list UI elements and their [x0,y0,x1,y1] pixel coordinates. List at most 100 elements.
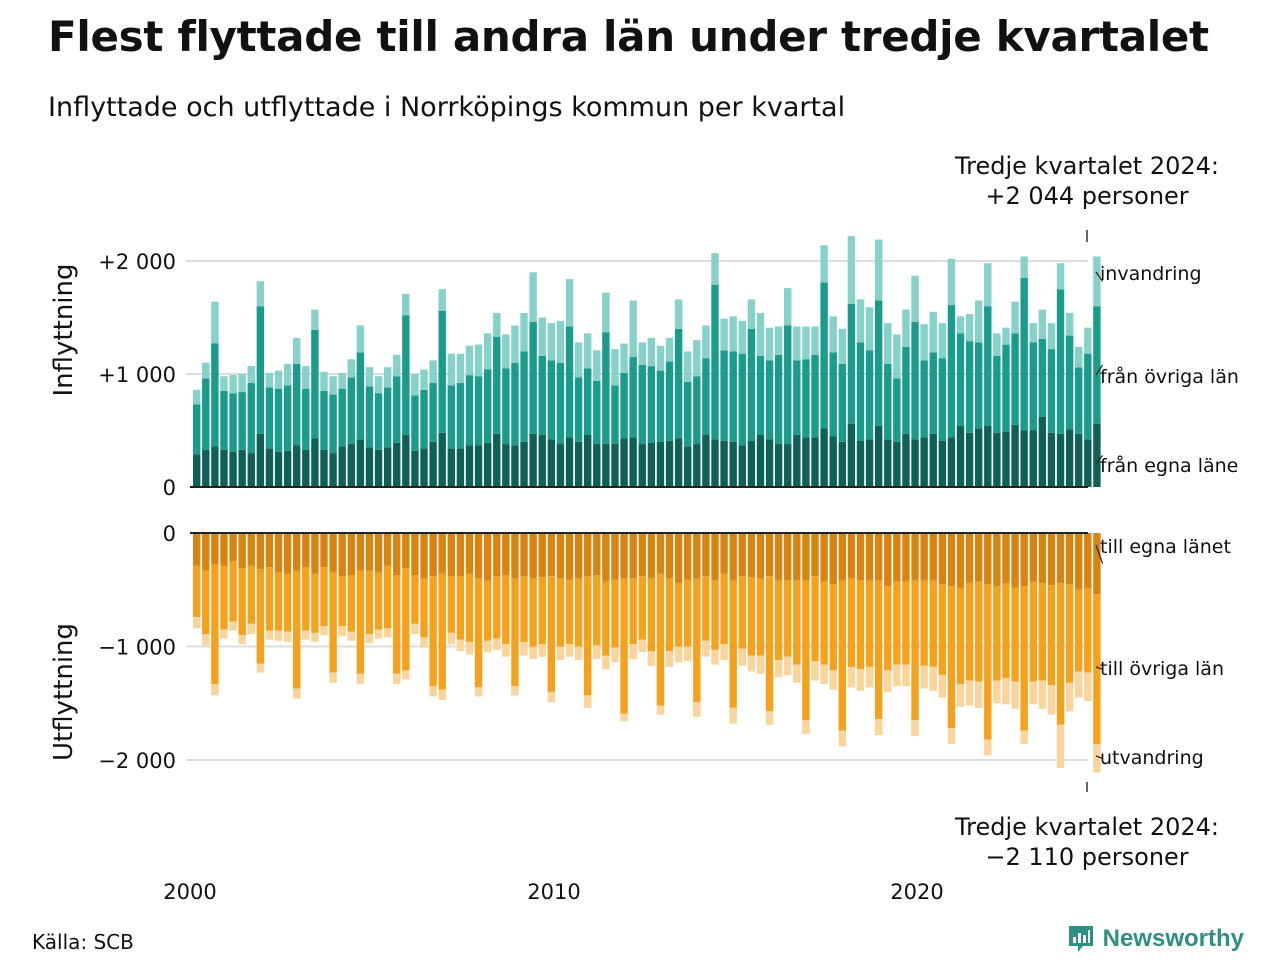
bar-out-segment [665,578,674,652]
bar-in-segment [1075,433,1083,487]
bar-in-segment [629,300,637,358]
brand-logo: Newsworthy [1067,924,1244,954]
bar-out-segment [1011,587,1019,682]
bar-in-segment [356,325,365,353]
bar-out-segment [584,576,592,696]
bar-in-segment [674,438,683,487]
bar-out-segment [756,533,765,579]
bar-in-segment [965,341,974,433]
bar-in-segment [429,441,437,487]
bar-out-segment [311,533,319,574]
bar-out-segment [638,576,646,640]
bar-in-segment [256,433,265,487]
bar-out-segment [447,632,455,645]
bar-in-segment [520,441,528,487]
bar-out-segment [483,580,492,641]
bar-out-segment [884,586,892,671]
bar-in-segment [1084,327,1092,354]
bar-in-segment [856,299,865,343]
bar-in-segment [811,437,819,487]
bar-out-segment [411,575,419,624]
bar-out-segment [756,578,765,656]
bar-out-segment [847,666,856,688]
bar-out-segment [1002,533,1010,583]
bar-in-segment [429,383,437,442]
bar-in-segment [956,316,965,334]
bar-in-segment [638,364,646,445]
bar-out-segment [238,635,246,645]
bar-in-segment [229,451,237,487]
bar-out-segment [229,561,237,622]
annotation-out-line1: Tredje kvartalet 2024: [954,813,1219,841]
bar-in-segment [447,448,455,487]
bar-out-segment [365,533,374,571]
bar-in-segment [584,435,592,487]
bar-in-segment [774,326,783,355]
bar-in-segment [865,439,874,487]
bar-in-segment [438,432,446,487]
bar-in-segment [884,363,892,440]
bar-in-segment [738,320,746,354]
bar-in-segment [665,361,674,441]
bar-in-segment [347,444,355,487]
bar-out-segment [520,576,528,642]
bar-out-segment [447,576,455,633]
x-tick-label: 2010 [527,880,580,904]
bar-out-segment [365,634,374,644]
bar-out-segment [1056,582,1065,725]
bar-out-segment [474,533,483,579]
bar-out-segment [556,578,565,647]
bar-out-segment [220,629,228,639]
bar-in-segment [274,370,283,389]
bar-out-segment [302,567,310,631]
bar-out-segment [520,533,528,577]
bar-out-segment [383,533,392,566]
bar-in-segment [374,449,383,487]
label-leader-out [1095,666,1103,670]
bar-out-segment [838,533,846,581]
bar-in-segment [211,301,219,344]
bar-in-segment [784,444,792,487]
bar-in-segment [629,437,637,487]
bar-in-segment [729,316,737,352]
bar-in-segment [738,445,746,487]
bar-out-segment [620,533,628,579]
bar-out-segment [1029,681,1037,705]
bar-in-segment [329,394,337,454]
bar-in-segment [311,329,319,439]
bar-out-segment [620,578,628,714]
bar-out-segment [738,576,746,649]
bar-in-segment [975,342,983,429]
bar-in-segment [456,448,465,487]
bar-out-segment [820,581,828,665]
bar-in-segment [538,355,546,436]
bar-in-segment [856,342,865,441]
bar-in-segment [765,327,774,361]
bar-out-segment [211,533,219,565]
bar-out-segment [538,533,546,578]
bar-in-segment [656,345,665,371]
y-axis-title-in: Inflyttning [49,264,79,397]
bar-in-segment [884,439,892,487]
bar-out-segment [274,533,283,573]
bar-out-segment [720,573,728,645]
bar-out-segment [483,533,492,581]
bar-out-segment [456,639,465,652]
bar-in-segment [693,376,701,445]
bar-in-segment [938,323,947,359]
bar-out-segment [556,646,565,661]
newsworthy-logo-icon [1068,926,1093,952]
bar-out-segment [765,576,774,712]
bar-in-segment [374,376,383,394]
bar-out-segment [711,649,719,665]
bar-out-segment [565,579,574,645]
bar-in-segment [202,449,210,487]
bar-in-segment [1011,301,1019,334]
bar-out-segment [1056,724,1065,768]
bar-in-segment [993,333,1001,356]
bar-in-segment [1093,256,1101,307]
bar-in-segment [402,315,410,436]
chart-title: Flest flyttade till andra län under tred… [48,12,1209,61]
bar-out-segment [684,646,692,662]
bar-out-segment [393,575,401,674]
